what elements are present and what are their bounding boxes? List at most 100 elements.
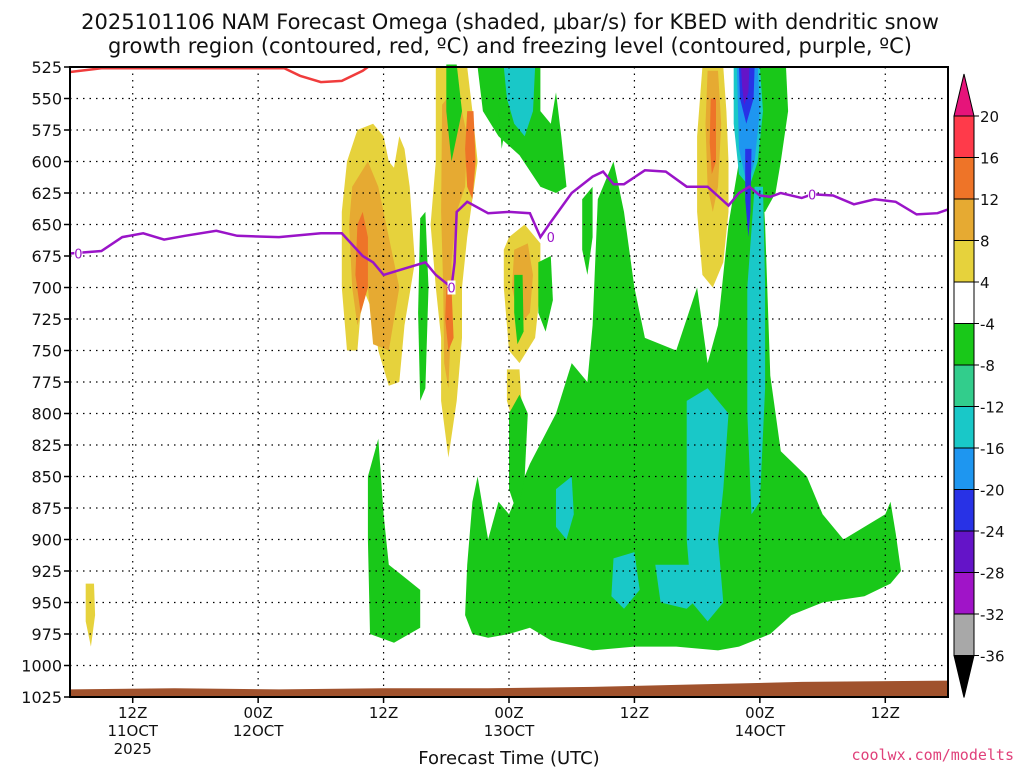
plot-area: 0 0 0 0: [69, 64, 949, 698]
x-tick-date-42: 13OCT: [484, 722, 535, 740]
freezing-level-marker-bg-0: [74, 246, 83, 261]
y-tick-label-750: 750: [31, 342, 62, 361]
omega-region-25: [686, 388, 729, 622]
omega-region-34: [745, 148, 752, 238]
x-tick-year-6: 2025: [114, 740, 152, 758]
x-tick-date-18: 12OCT: [233, 722, 284, 740]
y-tick-label-550: 550: [31, 90, 62, 109]
freezing-level-line: [69, 169, 949, 290]
colorbar-label-11: -28: [980, 565, 1005, 583]
freezing-level-marker-bg-3: [808, 187, 817, 202]
x-tick-label-78: 12Z: [871, 704, 900, 722]
colorbar-label-3: 8: [980, 233, 990, 251]
omega-region-15: [418, 211, 429, 401]
x-tick-label-30: 12Z: [369, 704, 398, 722]
freezing-level-contour: 0 0 0 0: [69, 169, 949, 297]
colorbar-bin-6: [953, 364, 975, 407]
y-tick-label-825: 825: [31, 436, 62, 455]
y-tick-label-925: 925: [31, 562, 62, 581]
freezing-level-marker-bg-1: [447, 280, 456, 295]
colorbar-arrow-top: [953, 73, 975, 117]
y-tick-label-875: 875: [31, 499, 62, 518]
y-tick-label-1000: 1000: [21, 657, 62, 676]
colorbar-label-10: -24: [980, 523, 1005, 541]
colorbar: 20 16 12 8 4 -4 -8 -12 -16 -20 -24 -28 -32 -36: [953, 73, 1005, 698]
x-axis-label: Forecast Time (UTC): [418, 748, 599, 768]
colorbar-bin-5: [953, 323, 975, 366]
terrain-fill: [70, 680, 948, 697]
omega-region-18: [465, 67, 901, 651]
omega-region-14: [367, 438, 421, 643]
credit-text: coolwx.com/modelts: [851, 746, 1014, 764]
colorbar-label-5: -4: [980, 316, 995, 334]
y-tick-label-850: 850: [31, 468, 62, 487]
colorbar-label-2: 12: [980, 191, 999, 209]
dendritic-growth-contour: [69, 65, 369, 84]
freezing-level-marker-2: 0: [547, 231, 555, 246]
terrain-surface: [70, 680, 948, 697]
y-tick-label-600: 600: [31, 153, 62, 172]
colorbar-label-4: 4: [980, 274, 990, 292]
freezing-level-marker-0: 0: [74, 247, 82, 262]
freezing-level-marker-3: 0: [808, 188, 816, 203]
colorbar-label-8: -16: [980, 440, 1005, 458]
omega-region-33: [741, 67, 750, 105]
x-tick-date-6: 11OCT: [107, 722, 158, 740]
omega-region-2: [355, 211, 368, 313]
y-tick-label-950: 950: [31, 594, 62, 613]
colorbar-bin-1: [953, 157, 975, 200]
omega-region-19: [509, 394, 528, 515]
colorbar-label-7: -12: [980, 399, 1005, 417]
colorbar-label-1: 16: [980, 150, 999, 168]
y-tick-label-625: 625: [31, 184, 62, 203]
colorbar-label-13: -36: [980, 648, 1005, 666]
y-axis: 525 550 575 600 625 650 675 700 725 750 775 800 825 8…: [21, 58, 70, 707]
x-tick-label-66: 00Z: [745, 704, 774, 722]
colorbar-label-12: -32: [980, 606, 1005, 624]
y-tick-label-1025: 1025: [21, 688, 62, 707]
omega-region-12: [709, 98, 716, 175]
colorbar-arrow-bottom: [953, 655, 975, 698]
omega-region-23: [498, 67, 506, 149]
colorbar-bin-0: [953, 115, 975, 158]
omega-region-17: [503, 67, 536, 137]
y-tick-label-725: 725: [31, 310, 62, 329]
colorbar-label-6: -8: [980, 357, 995, 375]
omega-region-28: [655, 564, 708, 609]
colorbar-bin-8: [953, 447, 975, 490]
y-tick-label-575: 575: [31, 121, 62, 140]
y-tick-label-975: 975: [31, 625, 62, 644]
omega-region-35: [446, 64, 462, 162]
freezing-level-marker-bg-2: [546, 230, 555, 245]
grid-lines: [70, 67, 948, 697]
x-tick-label-6: 12Z: [118, 704, 147, 722]
x-tick-label-42: 00Z: [494, 704, 523, 722]
chart-title-line-1: 2025101106 NAM Forecast Omega (shaded, μ…: [81, 10, 939, 34]
omega-region-27: [611, 552, 640, 609]
colorbar-bin-2: [953, 198, 975, 241]
y-tick-label-775: 775: [31, 373, 62, 392]
colorbar-bin-9: [953, 489, 975, 532]
chart-title-line-2: growth region (contoured, red, ºC) and f…: [108, 34, 912, 58]
colorbar-bin-4: [953, 281, 975, 324]
colorbar-label-0: 20: [980, 108, 999, 126]
colorbar-bin-3: [953, 240, 975, 283]
omega-region-13: [85, 583, 96, 647]
y-tick-label-800: 800: [31, 405, 62, 424]
colorbar-bin-10: [953, 530, 975, 573]
y-tick-label-675: 675: [31, 247, 62, 266]
y-tick-label-525: 525: [31, 58, 62, 77]
colorbar-bin-12: [953, 613, 975, 656]
omega-region-6: [445, 287, 454, 351]
y-tick-label-900: 900: [31, 531, 62, 550]
omega-region-26: [747, 186, 766, 515]
x-tick-label-18: 00Z: [243, 704, 272, 722]
omega-region-22: [582, 186, 593, 275]
dgz-contour-line: [69, 65, 369, 84]
omega-region-5: [465, 111, 476, 200]
omega-region-20: [514, 274, 524, 345]
y-tick-label-700: 700: [31, 279, 62, 298]
y-tick-label-650: 650: [31, 216, 62, 235]
